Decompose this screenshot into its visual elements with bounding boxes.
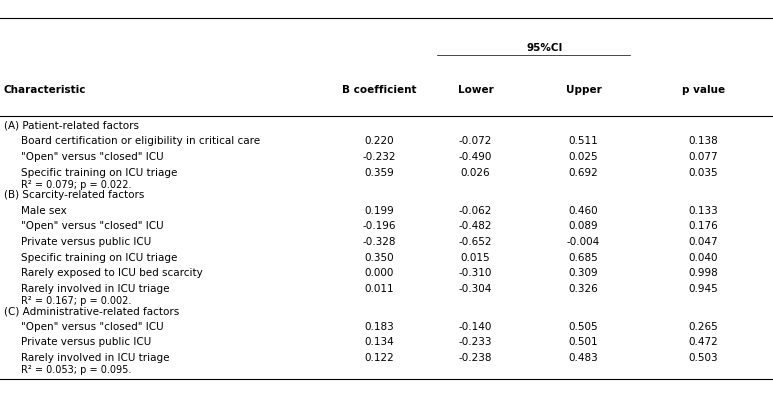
Text: -0.233: -0.233 bbox=[458, 337, 492, 348]
Text: 0.220: 0.220 bbox=[364, 136, 393, 146]
Text: "Open" versus "closed" ICU: "Open" versus "closed" ICU bbox=[21, 221, 164, 231]
Text: 0.309: 0.309 bbox=[569, 268, 598, 278]
Text: Characteristic: Characteristic bbox=[4, 85, 87, 95]
Text: -0.196: -0.196 bbox=[362, 221, 396, 231]
Text: (B) Scarcity-related factors: (B) Scarcity-related factors bbox=[4, 190, 145, 200]
Text: 0.350: 0.350 bbox=[364, 253, 393, 263]
Text: 0.077: 0.077 bbox=[689, 152, 718, 162]
Text: Rarely involved in ICU triage: Rarely involved in ICU triage bbox=[21, 353, 169, 363]
Text: 0.176: 0.176 bbox=[689, 221, 718, 231]
Text: 0.026: 0.026 bbox=[461, 168, 490, 178]
Text: 0.011: 0.011 bbox=[364, 284, 393, 294]
Text: 0.015: 0.015 bbox=[461, 253, 490, 263]
Text: 0.183: 0.183 bbox=[364, 322, 393, 332]
Text: 0.945: 0.945 bbox=[689, 284, 718, 294]
Text: 0.503: 0.503 bbox=[689, 353, 718, 363]
Text: Private versus public ICU: Private versus public ICU bbox=[21, 337, 151, 348]
Text: -0.004: -0.004 bbox=[567, 237, 601, 247]
Text: 0.685: 0.685 bbox=[569, 253, 598, 263]
Text: 0.025: 0.025 bbox=[569, 152, 598, 162]
Text: 0.089: 0.089 bbox=[569, 221, 598, 231]
Text: B coefficient: B coefficient bbox=[342, 85, 416, 95]
Text: Male sex: Male sex bbox=[21, 206, 66, 215]
Text: Specific training on ICU triage: Specific training on ICU triage bbox=[21, 253, 177, 263]
Text: 0.501: 0.501 bbox=[569, 337, 598, 348]
Text: Rarely involved in ICU triage: Rarely involved in ICU triage bbox=[21, 284, 169, 294]
Text: "Open" versus "closed" ICU: "Open" versus "closed" ICU bbox=[21, 152, 164, 162]
Text: 0.047: 0.047 bbox=[689, 237, 718, 247]
Text: 0.138: 0.138 bbox=[689, 136, 718, 146]
Text: 0.472: 0.472 bbox=[689, 337, 718, 348]
Text: (A) Patient-related factors: (A) Patient-related factors bbox=[4, 121, 139, 131]
Text: 0.040: 0.040 bbox=[689, 253, 718, 263]
Text: -0.304: -0.304 bbox=[458, 284, 492, 294]
Text: -0.140: -0.140 bbox=[458, 322, 492, 332]
Text: -0.062: -0.062 bbox=[458, 206, 492, 215]
Text: Upper: Upper bbox=[566, 85, 601, 95]
Text: R² = 0.079; p = 0.022.: R² = 0.079; p = 0.022. bbox=[21, 180, 131, 190]
Text: Private versus public ICU: Private versus public ICU bbox=[21, 237, 151, 247]
Text: -0.328: -0.328 bbox=[362, 237, 396, 247]
Text: -0.232: -0.232 bbox=[362, 152, 396, 162]
Text: 0.133: 0.133 bbox=[689, 206, 718, 215]
Text: (C) Administrative-related factors: (C) Administrative-related factors bbox=[4, 306, 179, 316]
Text: Board certification or eligibility in critical care: Board certification or eligibility in cr… bbox=[21, 136, 260, 146]
Text: 0.359: 0.359 bbox=[364, 168, 393, 178]
Text: 0.000: 0.000 bbox=[364, 268, 393, 278]
Text: p value: p value bbox=[682, 85, 725, 95]
Text: R² = 0.053; p = 0.095.: R² = 0.053; p = 0.095. bbox=[21, 365, 131, 375]
Text: -0.238: -0.238 bbox=[458, 353, 492, 363]
Text: 0.483: 0.483 bbox=[569, 353, 598, 363]
Text: -0.482: -0.482 bbox=[458, 221, 492, 231]
Text: "Open" versus "closed" ICU: "Open" versus "closed" ICU bbox=[21, 322, 164, 332]
Text: -0.652: -0.652 bbox=[458, 237, 492, 247]
Text: R² = 0.167; p = 0.002.: R² = 0.167; p = 0.002. bbox=[21, 296, 131, 306]
Text: 0.505: 0.505 bbox=[569, 322, 598, 332]
Text: 0.692: 0.692 bbox=[569, 168, 598, 178]
Text: -0.310: -0.310 bbox=[458, 268, 492, 278]
Text: 0.326: 0.326 bbox=[569, 284, 598, 294]
Text: -0.072: -0.072 bbox=[458, 136, 492, 146]
Text: 0.035: 0.035 bbox=[689, 168, 718, 178]
Text: 0.460: 0.460 bbox=[569, 206, 598, 215]
Text: Specific training on ICU triage: Specific training on ICU triage bbox=[21, 168, 177, 178]
Text: 0.122: 0.122 bbox=[364, 353, 393, 363]
Text: 0.134: 0.134 bbox=[364, 337, 393, 348]
Text: Rarely exposed to ICU bed scarcity: Rarely exposed to ICU bed scarcity bbox=[21, 268, 203, 278]
Text: 0.511: 0.511 bbox=[569, 136, 598, 146]
Text: 0.265: 0.265 bbox=[689, 322, 718, 332]
Text: 0.998: 0.998 bbox=[689, 268, 718, 278]
Text: 0.199: 0.199 bbox=[364, 206, 393, 215]
Text: -0.490: -0.490 bbox=[458, 152, 492, 162]
Text: 95%CI: 95%CI bbox=[526, 43, 564, 53]
Text: Lower: Lower bbox=[458, 85, 493, 95]
